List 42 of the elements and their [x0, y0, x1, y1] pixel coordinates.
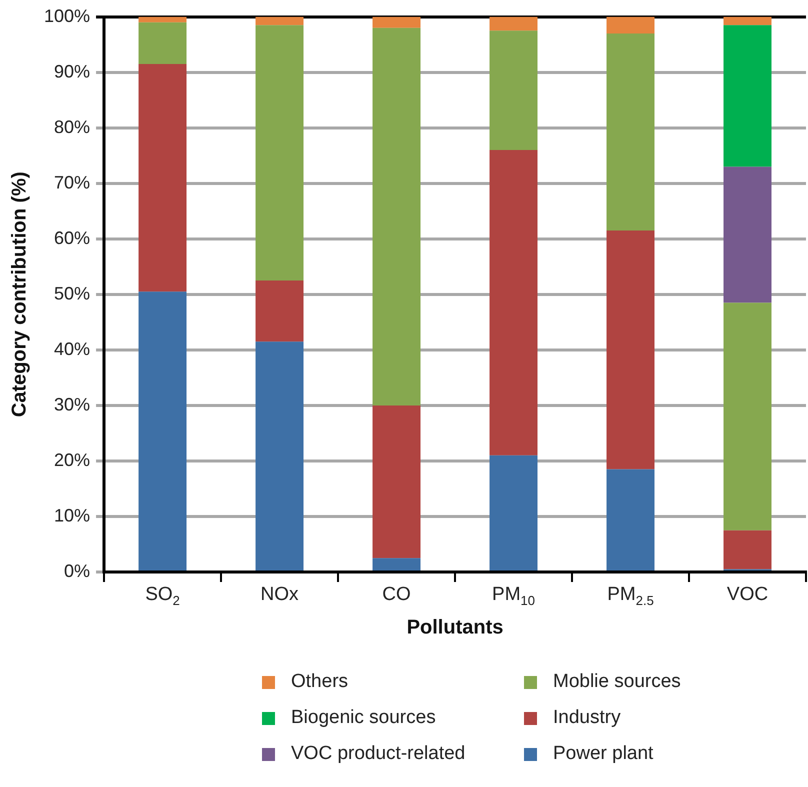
bar [724, 16, 772, 26]
x-tick-label: VOC [726, 584, 768, 605]
bar [256, 16, 304, 26]
legend-label: Biogenic sources [291, 707, 436, 729]
bar [372, 405, 421, 558]
bar [606, 16, 654, 34]
bar [138, 64, 187, 292]
y-tick-label: 80% [54, 116, 90, 137]
legend-label: Others [291, 671, 348, 693]
y-tick-label: 60% [54, 228, 90, 248]
bar [724, 166, 772, 303]
legend-label: Industry [553, 707, 621, 729]
bar [256, 280, 304, 342]
y-tick-label: 50% [54, 283, 90, 304]
bar [256, 25, 304, 281]
bar [606, 230, 654, 470]
x-tick-label: CO [382, 584, 411, 605]
bar [372, 16, 421, 28]
y-tick-label: 70% [54, 172, 90, 192]
x-tick-label: NOx [260, 584, 300, 605]
y-tick-label: 40% [54, 338, 90, 359]
bar [138, 22, 187, 64]
bar [724, 530, 772, 570]
y-tick-label: 30% [54, 394, 90, 414]
y-tick-label: 10% [54, 505, 90, 526]
y-tick-label: 90% [54, 61, 90, 82]
bar [490, 30, 538, 150]
bar [490, 150, 538, 456]
y-tick-label: 20% [54, 450, 90, 470]
bar [490, 16, 538, 31]
bar [724, 25, 772, 167]
bar [138, 16, 187, 22]
y-axis-title: Category contribution (%) [8, 172, 31, 418]
legend-label: VOC product-related [291, 743, 466, 765]
y-tick-label: 0% [64, 560, 90, 581]
legend-label: Power plant [553, 743, 654, 765]
y-tick-label: 100% [44, 6, 90, 26]
legend-label: Moblie sources [553, 671, 681, 693]
bar [606, 33, 654, 231]
x-axis-title: Pollutants [406, 616, 504, 639]
bar [372, 28, 421, 406]
bar [724, 302, 772, 530]
